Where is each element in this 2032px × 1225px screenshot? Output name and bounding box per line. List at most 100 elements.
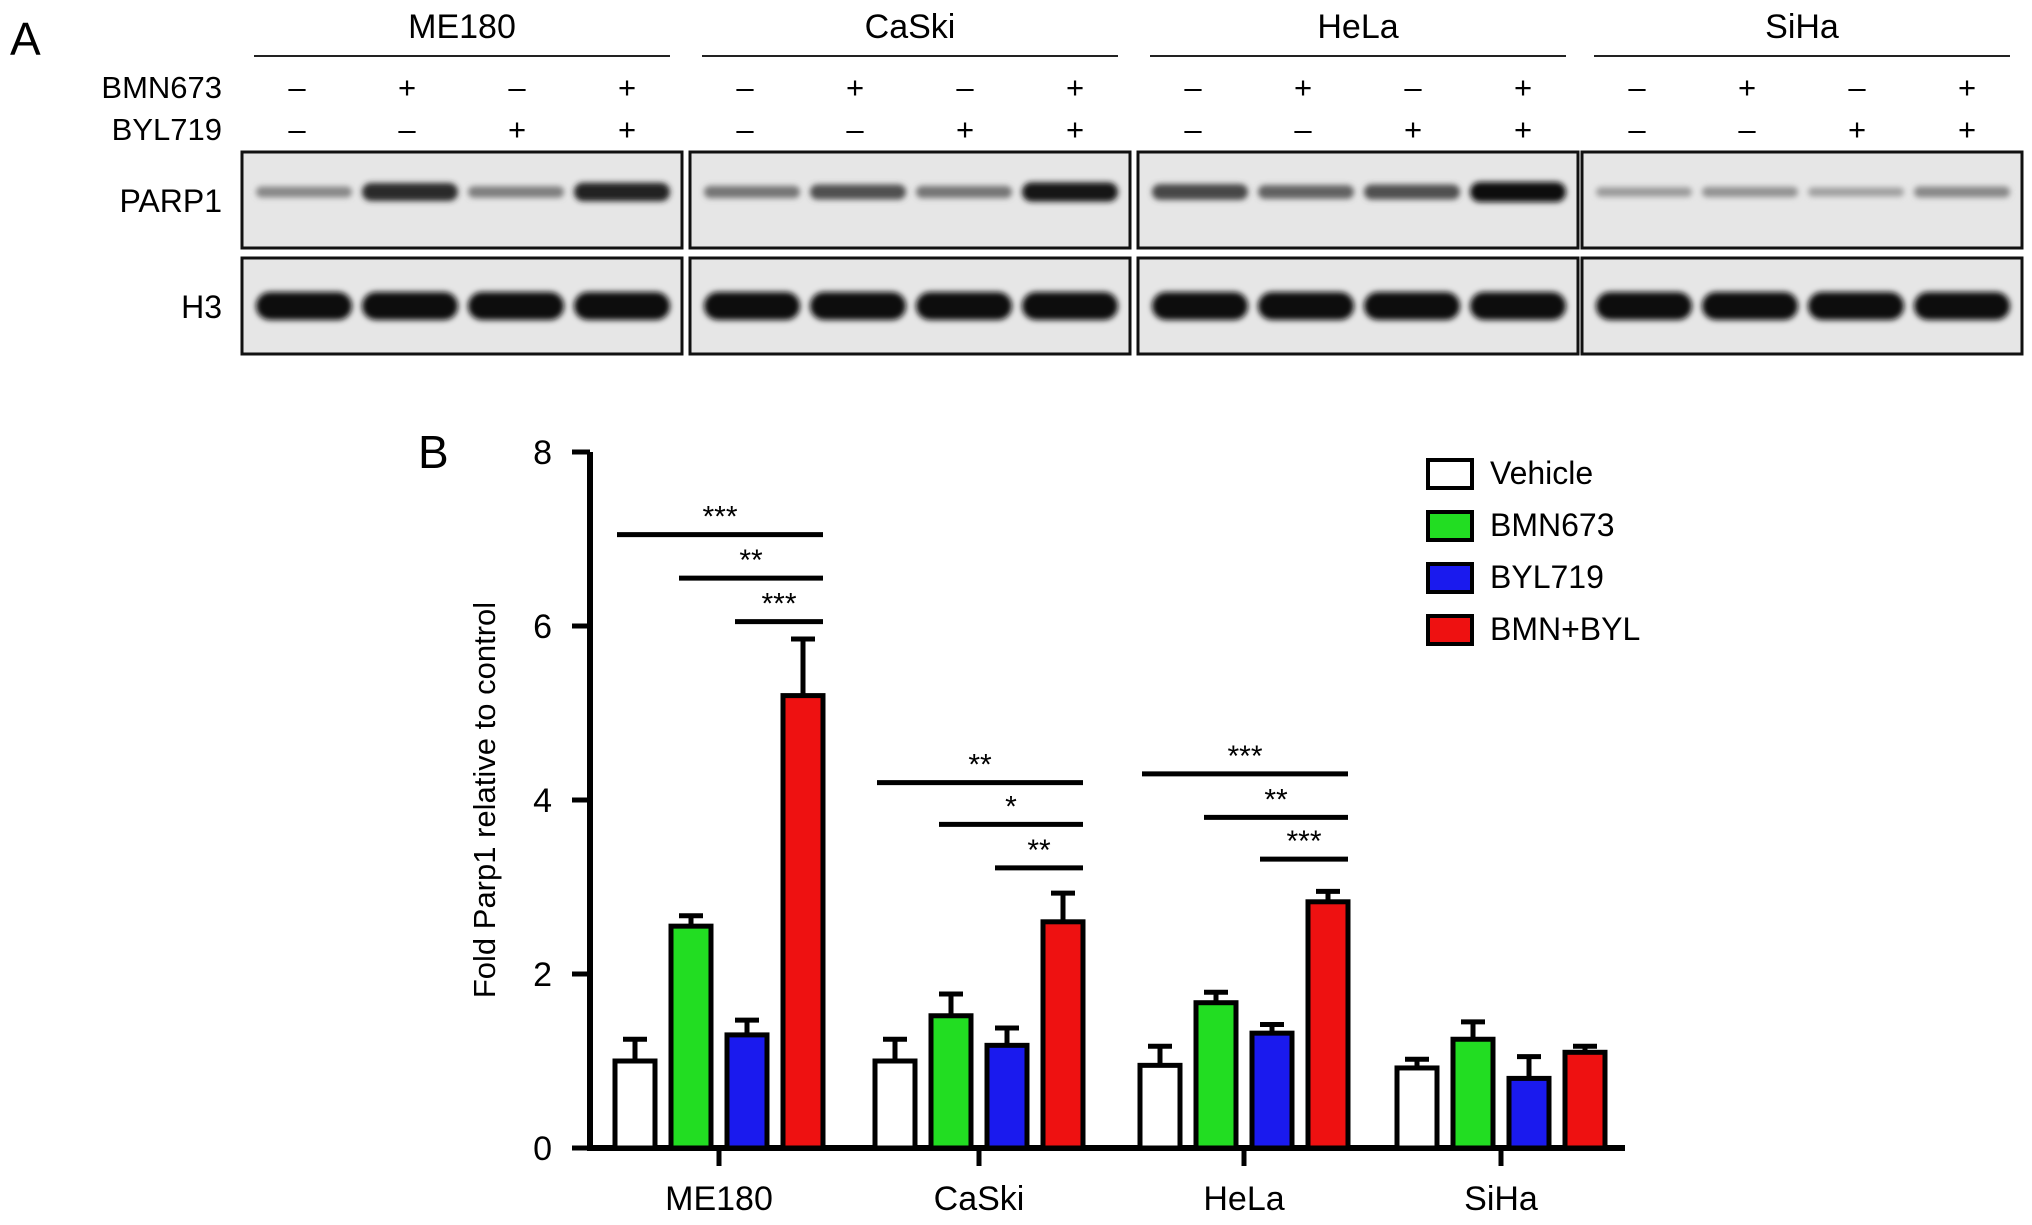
x-tick-label: HeLa (1203, 1180, 1284, 1218)
bar (780, 693, 826, 1151)
panel-a-label: A (10, 13, 41, 65)
treatment-sign: + (1958, 112, 1976, 147)
bar (668, 923, 714, 1151)
blot-band (704, 185, 800, 199)
blot-band (1596, 292, 1692, 320)
blot-band (704, 292, 800, 320)
y-tick-label: 4 (533, 782, 552, 820)
treatment-sign: – (508, 70, 526, 105)
bar (1394, 1065, 1440, 1151)
treatment-sign: + (508, 112, 526, 147)
blot-band (362, 183, 458, 201)
treatment-sign: – (398, 112, 416, 147)
blot-band (1258, 292, 1354, 320)
treatment-sign: + (1738, 70, 1756, 105)
treatment-sign: + (1404, 112, 1422, 147)
treatment-sign: – (288, 70, 306, 105)
significance-label: ** (739, 544, 763, 577)
blot-row-label: H3 (181, 289, 222, 325)
blot-band (1364, 184, 1460, 200)
blot-band (574, 182, 670, 202)
bar (1137, 1062, 1183, 1151)
blot-band (916, 185, 1012, 199)
treatment-sign: + (618, 112, 636, 147)
blot-band (1914, 292, 2010, 320)
treatment-sign: + (1294, 70, 1312, 105)
treatment-sign: + (956, 112, 974, 147)
cell-line-header: SiHa (1765, 8, 1839, 46)
treatment-sign: + (1514, 112, 1532, 147)
significance-label: *** (1227, 740, 1262, 773)
legend-label: BMN+BYL (1490, 611, 1640, 647)
significance-label: ** (1264, 783, 1288, 816)
cell-line-header: CaSki (865, 8, 956, 46)
cell-line-header: HeLa (1317, 8, 1398, 46)
blot-band (1808, 187, 1904, 197)
blot-band (468, 292, 564, 320)
bar (928, 1013, 974, 1151)
legend-swatch (1426, 458, 1474, 490)
treatment-sign: – (736, 112, 754, 147)
treatment-sign: + (618, 70, 636, 105)
significance-label: *** (761, 588, 796, 621)
blot-band (916, 292, 1012, 320)
blot-band (810, 292, 906, 320)
blot-row-label: PARP1 (119, 183, 222, 219)
blot-band (1808, 292, 1904, 320)
bar (724, 1032, 770, 1151)
blot-band (574, 292, 670, 320)
treatment-sign: + (846, 70, 864, 105)
treatment-sign: – (1404, 70, 1422, 105)
treatment-sign: + (1066, 70, 1084, 105)
blot-band (1470, 182, 1566, 202)
blot-band (1470, 292, 1566, 320)
treatment-sign: – (1294, 112, 1312, 147)
cell-line-header: ME180 (408, 8, 516, 46)
bar (1562, 1049, 1608, 1151)
legend-swatch (1426, 614, 1474, 646)
significance-label: *** (1286, 825, 1321, 858)
treatment-sign: – (1628, 70, 1646, 105)
treatment-label: BMN673 (101, 70, 222, 105)
y-tick-label: 8 (533, 434, 552, 472)
bar (1040, 919, 1086, 1151)
x-tick-label: ME180 (665, 1180, 773, 1218)
legend-swatch (1426, 510, 1474, 542)
significance-label: ** (1027, 834, 1051, 867)
treatment-sign: + (398, 70, 416, 105)
blot-band (362, 292, 458, 320)
bar (612, 1058, 658, 1151)
panel-b-label: B (418, 426, 449, 478)
y-tick-label: 6 (533, 608, 552, 646)
blot-band (1702, 292, 1798, 320)
significance-label: ** (968, 749, 992, 782)
treatment-sign: + (1066, 112, 1084, 147)
legend-swatch (1426, 562, 1474, 594)
treatment-sign: + (1848, 112, 1866, 147)
legend-label: Vehicle (1490, 455, 1593, 491)
y-axis-title: Fold Parp1 relative to control (467, 602, 502, 998)
treatment-label: BYL719 (112, 112, 222, 147)
blot-band (1914, 186, 2010, 198)
blot-band (1022, 292, 1118, 320)
blot-band (1022, 182, 1118, 202)
treatment-sign: – (1848, 70, 1866, 105)
treatment-sign: – (846, 112, 864, 147)
blot-band (1364, 292, 1460, 320)
blot-box (1580, 150, 2024, 250)
treatment-sign: + (1514, 70, 1532, 105)
blot-band (1596, 187, 1692, 197)
treatment-sign: – (1628, 112, 1646, 147)
treatment-sign: – (736, 70, 754, 105)
legend-label: BYL719 (1490, 559, 1604, 595)
treatment-sign: – (288, 112, 306, 147)
western-blot-panel: A ME180 CaSki HeLa SiHa BMN673 – + – + – + – + – + – + – + –… (10, 8, 2024, 356)
significance-label: * (1005, 790, 1017, 823)
blot-band (810, 184, 906, 200)
x-tick-label: CaSki (934, 1180, 1025, 1218)
blot-band (1702, 186, 1798, 198)
legend-label: BMN673 (1490, 507, 1615, 543)
bar (1249, 1030, 1295, 1151)
blot-band (1258, 185, 1354, 199)
treatment-sign: – (956, 70, 974, 105)
